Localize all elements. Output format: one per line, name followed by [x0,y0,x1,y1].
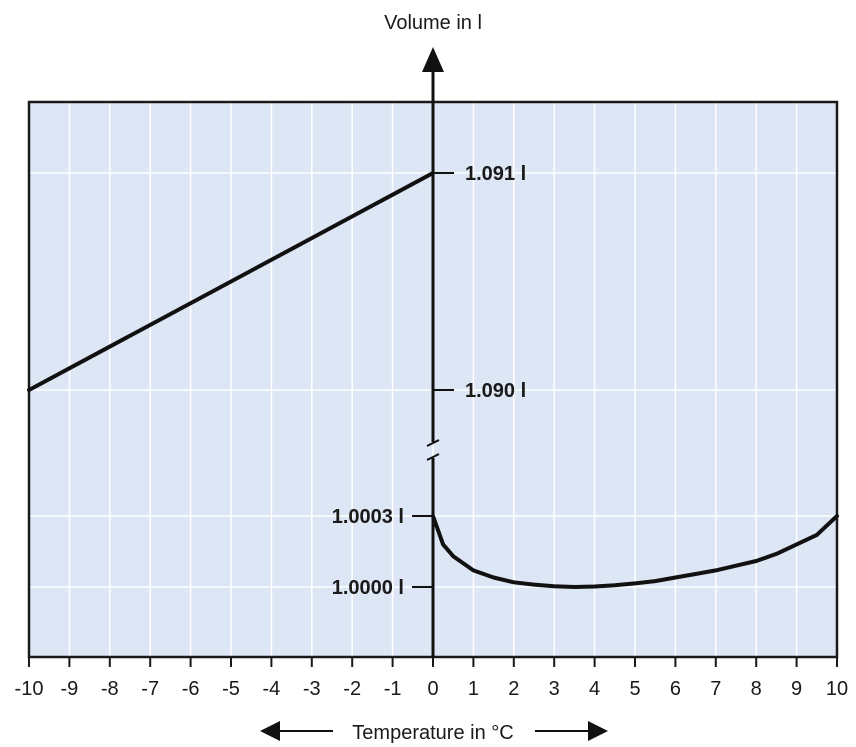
x-tick-label: -10 [15,678,44,700]
y-axis: 1.091 l 1.090 l 1.0003 l 1.0000 l [332,47,526,657]
y-tick-label: 1.0000 l [332,577,404,599]
x-tick-label: 4 [589,678,600,700]
x-tick-label: -9 [61,678,79,700]
x-tick-label: -3 [303,678,321,700]
y-axis-title: Volume in l [384,12,482,34]
x-tick-label: 2 [508,678,519,700]
x-tick-label: 8 [751,678,762,700]
x-tick-label: -1 [384,678,402,700]
x-tick-label: 10 [826,678,848,700]
x-tick-label: -2 [343,678,361,700]
x-axis-title: Temperature in °C [352,722,513,744]
x-tick-label: 7 [710,678,721,700]
x-tick-label: -8 [101,678,119,700]
x-tick-label: 5 [629,678,640,700]
x-tick-label: -7 [141,678,159,700]
x-tick-label: 6 [670,678,681,700]
x-tick-label: -6 [182,678,200,700]
x-tick-label: -4 [263,678,281,700]
data-series [27,171,839,589]
y-axis-arrowhead [422,47,444,72]
axis-break-mark [426,439,440,447]
y-tick-label: 1.091 l [465,163,526,185]
x-tick-label: 0 [427,678,438,700]
axis-break-mark [426,453,440,461]
x-tick-label: 9 [791,678,802,700]
x-axis-ticks: -10 -9 -8 -7 -6 -5 -4 -3 -2 -1 0 1 2 3 4 5 6 7 8 9 10 [15,657,848,700]
x-tick-label: -5 [222,678,240,700]
y-tick-label: 1.090 l [465,380,526,402]
x-tick-label: 1 [468,678,479,700]
x-tick-label: 3 [549,678,560,700]
series-line-ice [27,171,435,392]
y-tick-label: 1.0003 l [332,506,404,528]
series-line-water [431,514,839,589]
